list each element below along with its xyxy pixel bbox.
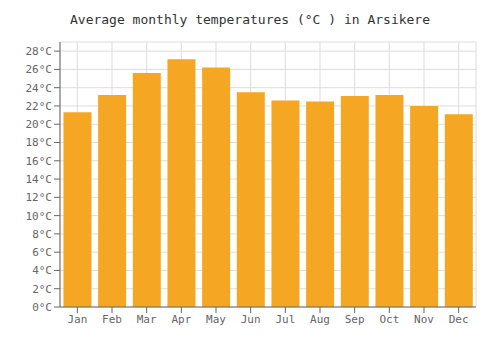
svg-text:Jul: Jul	[275, 313, 295, 326]
svg-text:Aug: Aug	[310, 313, 330, 326]
svg-text:6°C: 6°C	[32, 246, 52, 259]
svg-text:Jun: Jun	[241, 313, 261, 326]
svg-text:0°C: 0°C	[32, 301, 52, 314]
svg-text:12°C: 12°C	[26, 191, 53, 204]
svg-text:Mar: Mar	[137, 313, 157, 326]
svg-text:Nov: Nov	[414, 313, 434, 326]
svg-text:Feb: Feb	[102, 313, 122, 326]
svg-text:Sep: Sep	[345, 313, 365, 326]
svg-text:Apr: Apr	[171, 313, 191, 326]
svg-text:18°C: 18°C	[26, 136, 53, 149]
svg-text:8°C: 8°C	[32, 228, 52, 241]
svg-text:26°C: 26°C	[26, 63, 53, 76]
svg-text:20°C: 20°C	[26, 118, 53, 131]
svg-text:10°C: 10°C	[26, 210, 53, 223]
svg-text:4°C: 4°C	[32, 264, 52, 277]
svg-text:Jan: Jan	[67, 313, 87, 326]
svg-text:14°C: 14°C	[26, 173, 53, 186]
svg-text:16°C: 16°C	[26, 155, 53, 168]
html-text:Average monthly temperatures (: Average monthly temperatures (°C ) in Ar…	[70, 12, 430, 27]
svg-text:Dec: Dec	[449, 313, 469, 326]
svg-text:Oct: Oct	[379, 313, 399, 326]
svg-text:2°C: 2°C	[32, 283, 52, 296]
svg-text:22°C: 22°C	[26, 100, 53, 113]
svg-text:28°C: 28°C	[26, 45, 53, 58]
svg-text:24°C: 24°C	[26, 82, 53, 95]
svg-text:May: May	[206, 313, 226, 326]
